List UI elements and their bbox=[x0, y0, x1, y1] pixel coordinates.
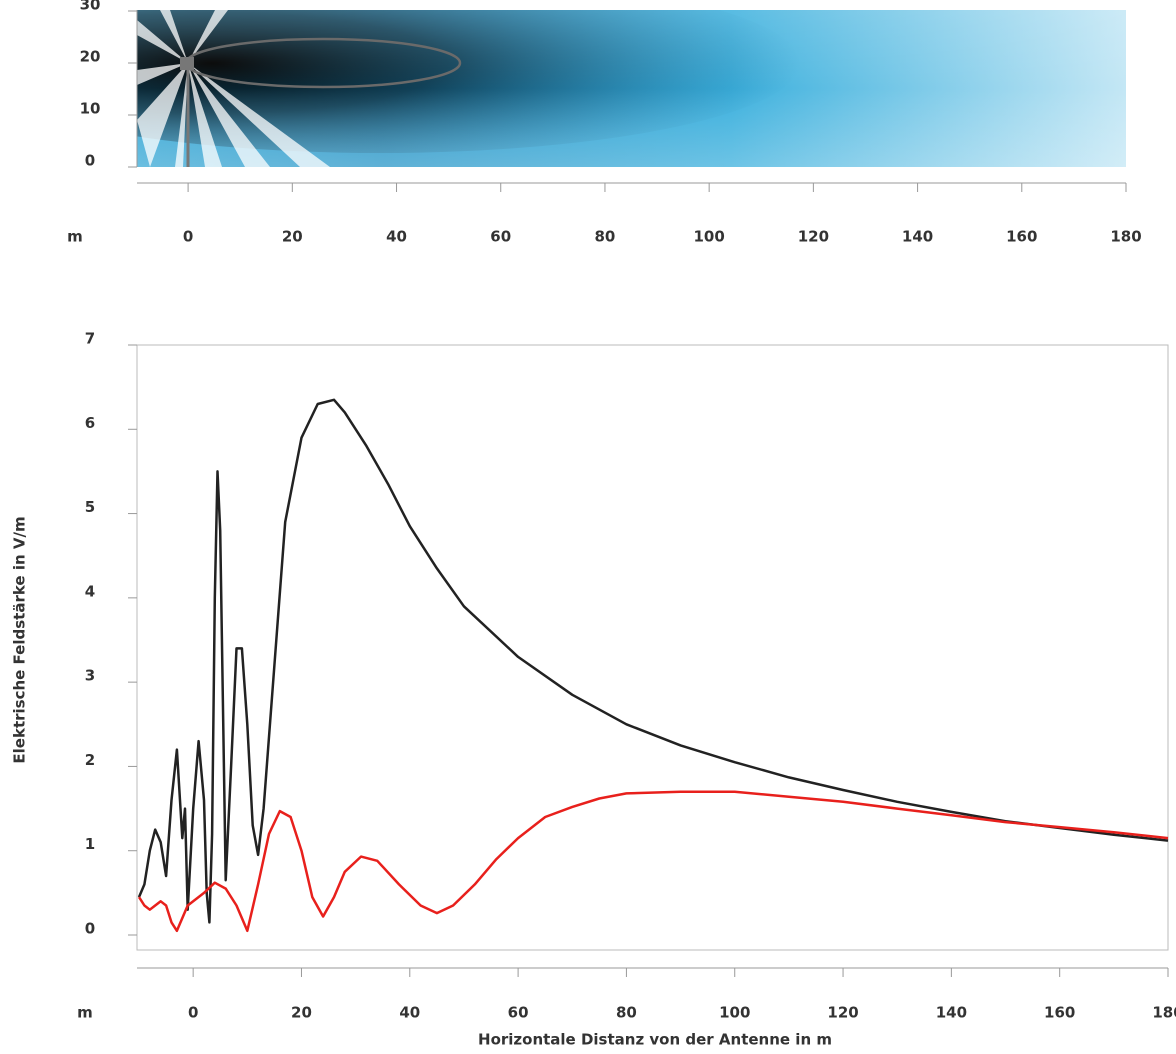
y-tick-label: 30 bbox=[80, 0, 101, 14]
plot-frame bbox=[136, 344, 1169, 951]
x-tick-label: 0 bbox=[183, 228, 193, 246]
y-tick-label: 0 bbox=[85, 920, 95, 938]
y-tick-label: 1 bbox=[85, 835, 95, 853]
x-tick-label: 120 bbox=[798, 228, 829, 246]
x-tick-label: 40 bbox=[386, 228, 407, 246]
x-tick-label: 120 bbox=[827, 1004, 858, 1022]
field-image bbox=[137, 10, 1126, 167]
x-tick-label: 80 bbox=[595, 228, 616, 246]
x-tick-label: 100 bbox=[694, 228, 725, 246]
y-tick-label: 7 bbox=[85, 330, 95, 348]
x-unit: m bbox=[67, 228, 83, 246]
x-tick-label: 160 bbox=[1006, 228, 1037, 246]
x-tick-label: 180 bbox=[1152, 1004, 1176, 1022]
series-line bbox=[137, 398, 1169, 924]
x-tick-label: 100 bbox=[719, 1004, 750, 1022]
y-tick-label: 0 bbox=[85, 152, 95, 170]
x-tick-label: 20 bbox=[282, 228, 303, 246]
y-tick-label: 20 bbox=[80, 48, 101, 66]
y-axis-title: Elektrische Feldstärke in V/m bbox=[11, 516, 29, 763]
x-axis-title: Horizontale Distanz von der Antenne in m bbox=[478, 1031, 832, 1049]
x-tick-label: 40 bbox=[399, 1004, 420, 1022]
x-tick-label: 140 bbox=[902, 228, 933, 246]
x-tick-label: 180 bbox=[1110, 228, 1141, 246]
x-tick-label: 60 bbox=[490, 228, 511, 246]
x-tick-label: 60 bbox=[508, 1004, 529, 1022]
y-tick-label: 2 bbox=[85, 751, 95, 769]
x-unit: m bbox=[77, 1004, 93, 1022]
x-tick-label: 140 bbox=[936, 1004, 967, 1022]
y-tick-label: 5 bbox=[85, 498, 95, 516]
y-tick-label: 4 bbox=[85, 582, 95, 600]
x-tick-label: 160 bbox=[1044, 1004, 1075, 1022]
series-line bbox=[137, 790, 1169, 933]
x-tick-label: 0 bbox=[188, 1004, 198, 1022]
y-tick-label: 10 bbox=[80, 100, 101, 118]
x-tick-label: 80 bbox=[616, 1004, 637, 1022]
y-tick-label: 6 bbox=[85, 414, 95, 432]
y-tick-label: 3 bbox=[85, 667, 95, 685]
x-tick-label: 20 bbox=[291, 1004, 312, 1022]
